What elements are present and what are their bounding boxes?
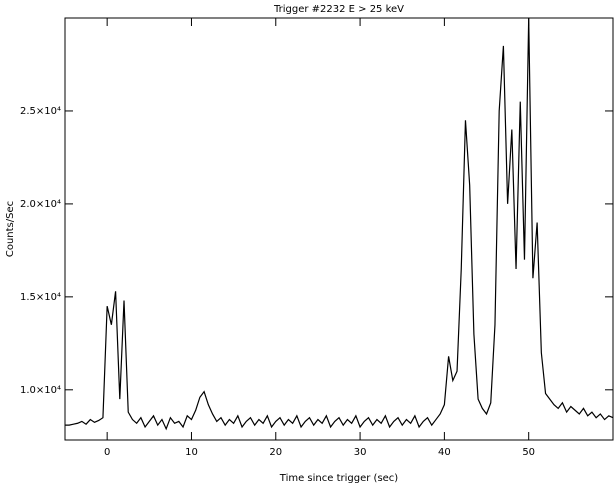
light-curve bbox=[65, 18, 613, 431]
x-tick-label: 20 bbox=[269, 447, 282, 458]
y-tick-label: 2.0×10⁴ bbox=[20, 199, 61, 210]
x-tick-label: 0 bbox=[104, 447, 110, 458]
x-tick-label: 50 bbox=[522, 447, 535, 458]
plot-frame bbox=[64, 17, 614, 441]
x-tick-label: 10 bbox=[185, 447, 198, 458]
x-tick-label: 40 bbox=[438, 447, 451, 458]
x-axis-label: Time since trigger (sec) bbox=[279, 473, 399, 484]
y-tick-label: 1.0×10⁴ bbox=[20, 385, 61, 396]
chart-title: Trigger #2232 E > 25 keV bbox=[273, 4, 404, 15]
x-tick-label: 30 bbox=[354, 447, 367, 458]
y-axis-label: Counts/Sec bbox=[5, 201, 16, 257]
y-tick-label: 2.5×10⁴ bbox=[20, 106, 61, 117]
y-tick-label: 1.5×10⁴ bbox=[20, 292, 61, 303]
